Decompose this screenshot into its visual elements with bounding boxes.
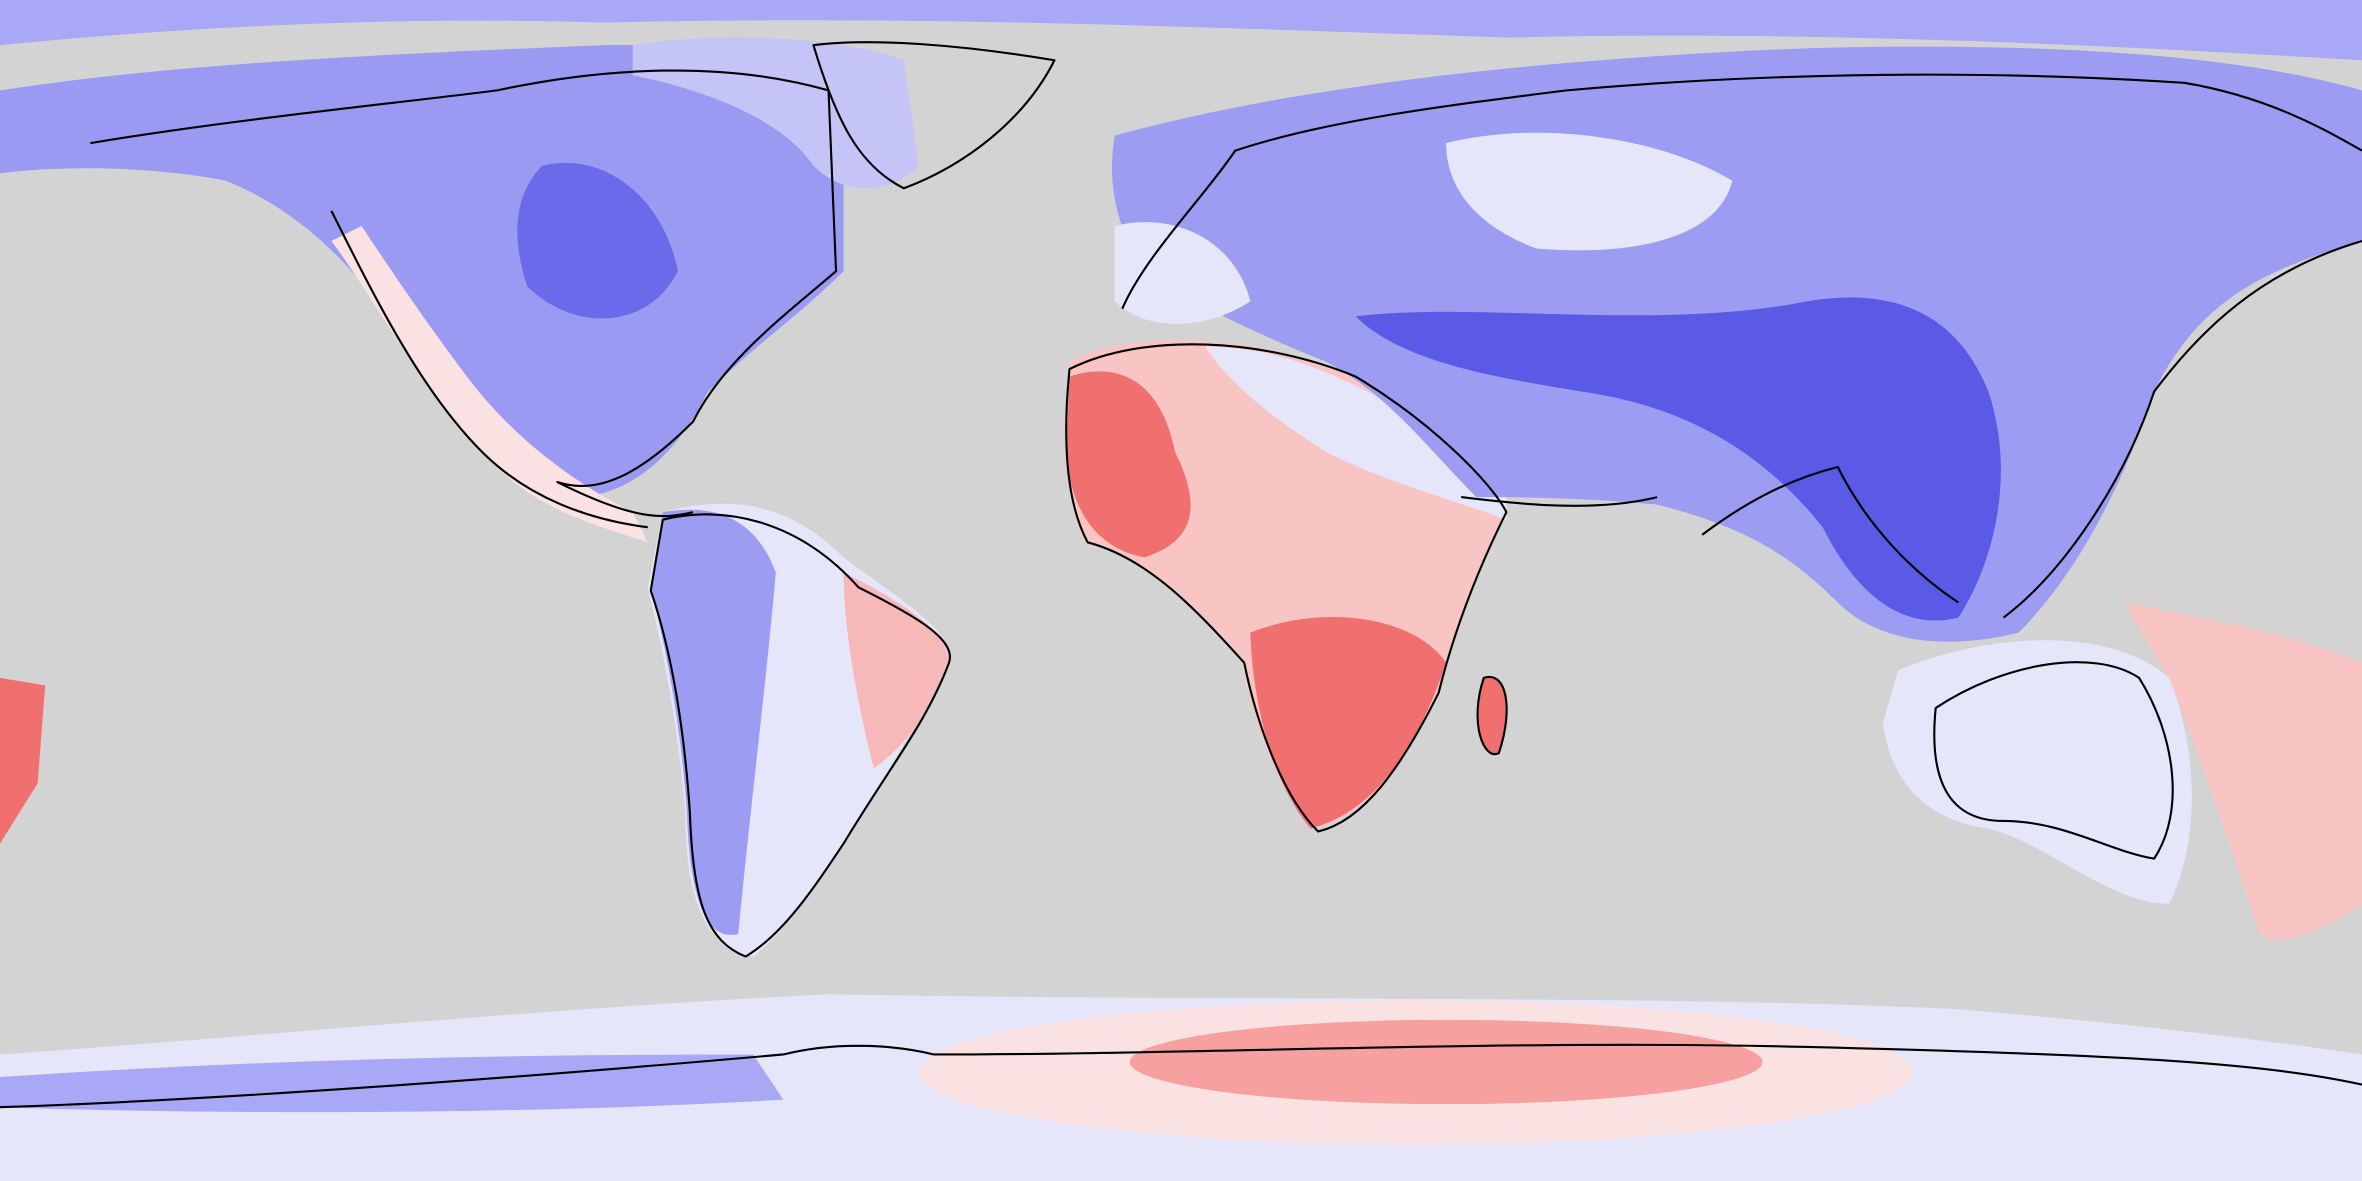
west-europe-lavender <box>1114 222 1251 324</box>
north-america-field <box>0 44 844 498</box>
siberia-lavender <box>1446 132 1733 251</box>
pacific-pink <box>2123 602 2362 940</box>
africa-coast <box>1065 343 1508 833</box>
arctic-field <box>0 0 2362 61</box>
greenland-coast <box>812 41 1056 190</box>
greenland-field <box>632 37 919 189</box>
australia-coast <box>1933 661 2174 860</box>
sahara-lavender <box>1205 346 1507 520</box>
australia-field <box>1882 640 2192 904</box>
asia-core-blue <box>1355 297 2001 621</box>
southern-africa-red <box>1250 617 1447 829</box>
west-edge-red <box>0 677 46 844</box>
south-america-coast <box>649 513 952 958</box>
eurasia-coast <box>1121 73 2362 619</box>
madagascar-red <box>1477 676 1507 755</box>
madagascar-coast <box>1476 675 1508 756</box>
antarctica-coast <box>0 1043 2362 1109</box>
west-coast-pink <box>331 225 648 543</box>
west-africa-red <box>1066 371 1191 558</box>
antarctica-red <box>1129 1019 1763 1105</box>
andes-blue <box>650 509 776 935</box>
north-america-core <box>517 162 678 319</box>
north-america-coast <box>90 69 838 529</box>
brazil-red <box>843 572 950 769</box>
